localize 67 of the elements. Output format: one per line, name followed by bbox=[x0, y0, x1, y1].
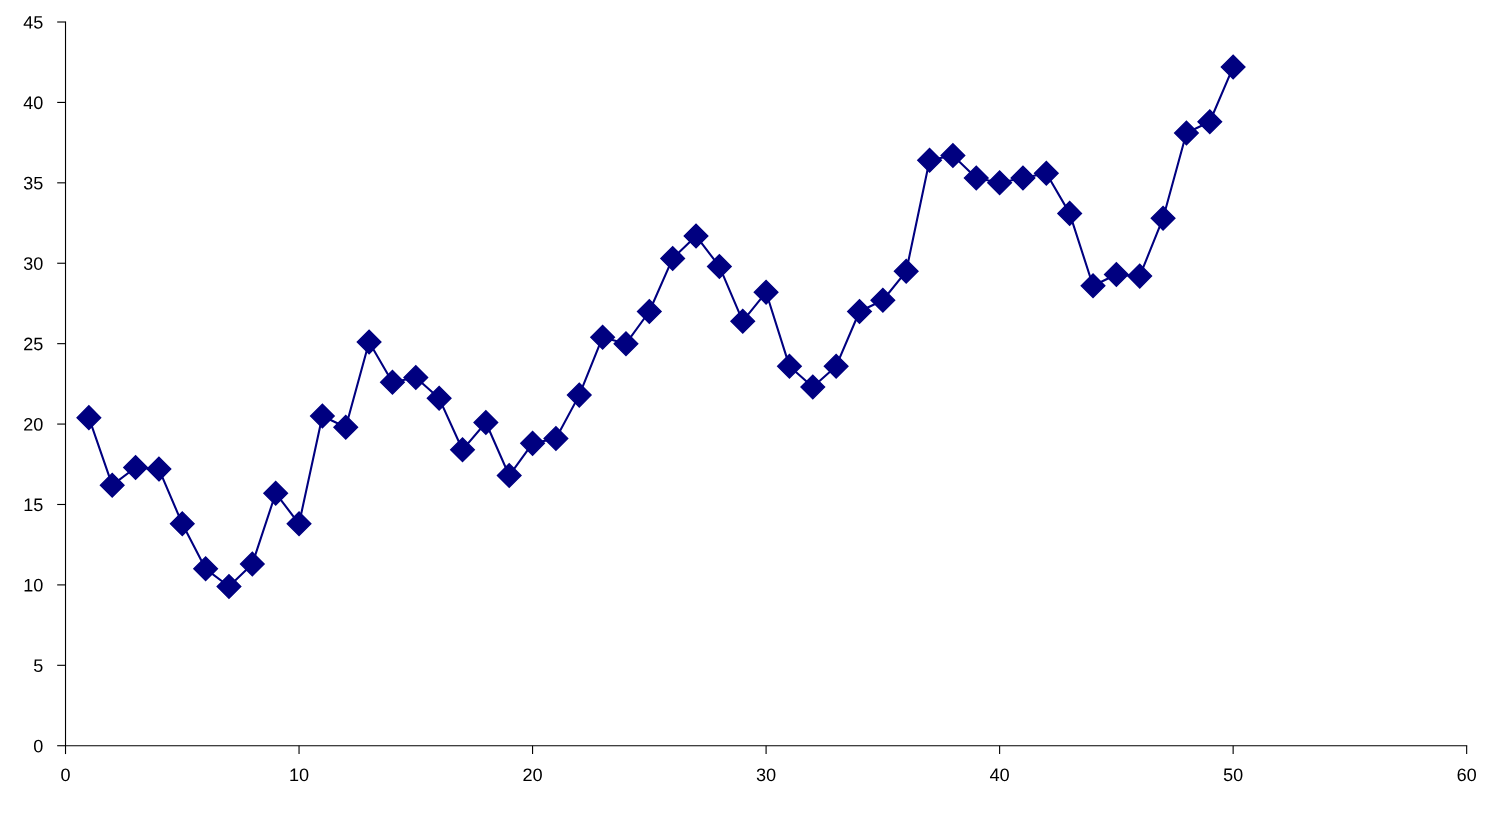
y-tick-label: 30 bbox=[23, 257, 43, 270]
point bbox=[706, 253, 732, 279]
point bbox=[169, 511, 195, 537]
point bbox=[216, 574, 242, 599]
point bbox=[1220, 54, 1246, 80]
point bbox=[963, 165, 989, 191]
point bbox=[426, 385, 452, 411]
point bbox=[496, 463, 522, 489]
point bbox=[753, 279, 779, 305]
point bbox=[123, 455, 149, 480]
point bbox=[683, 223, 709, 249]
point bbox=[1173, 120, 1199, 146]
point bbox=[893, 258, 919, 284]
point bbox=[800, 374, 826, 400]
point bbox=[1103, 262, 1129, 287]
x-tick-label: 10 bbox=[290, 768, 309, 782]
point bbox=[1057, 200, 1083, 226]
x-tick-label: 0 bbox=[61, 768, 70, 782]
y-tick-label: 5 bbox=[33, 659, 43, 673]
point bbox=[146, 456, 172, 482]
point bbox=[379, 369, 405, 395]
point bbox=[286, 511, 312, 537]
point bbox=[473, 409, 499, 435]
point bbox=[823, 353, 849, 379]
point bbox=[847, 299, 872, 324]
point bbox=[566, 382, 592, 408]
point bbox=[1150, 205, 1176, 231]
point bbox=[543, 426, 569, 452]
point bbox=[333, 414, 359, 440]
point bbox=[940, 143, 966, 168]
point bbox=[403, 364, 429, 390]
point bbox=[660, 245, 686, 271]
point bbox=[1197, 109, 1223, 135]
y-tick-label: 25 bbox=[24, 337, 43, 351]
x-tick-label: 30 bbox=[756, 768, 776, 782]
point bbox=[613, 331, 639, 357]
point bbox=[1033, 160, 1059, 186]
point bbox=[239, 551, 265, 577]
point bbox=[636, 299, 662, 324]
point bbox=[987, 170, 1013, 196]
point bbox=[590, 324, 616, 350]
y-tick-label: 40 bbox=[23, 96, 43, 110]
point bbox=[870, 287, 896, 313]
point bbox=[1127, 263, 1153, 289]
point bbox=[356, 329, 382, 355]
point bbox=[730, 308, 756, 334]
y-tick-label: 35 bbox=[23, 176, 43, 190]
point bbox=[99, 472, 125, 498]
x-tick-label: 50 bbox=[1223, 768, 1243, 782]
y-tick-label: 20 bbox=[24, 418, 43, 431]
x-tick-label: 40 bbox=[989, 768, 1009, 782]
x-tick-label: 20 bbox=[523, 768, 542, 782]
y-tick-label: 10 bbox=[24, 578, 43, 592]
point bbox=[193, 556, 219, 582]
point bbox=[520, 430, 546, 456]
y-tick-label: 15 bbox=[24, 498, 43, 512]
point bbox=[450, 437, 475, 463]
point bbox=[1010, 165, 1036, 191]
x-tick-label: 60 bbox=[1457, 768, 1476, 782]
point bbox=[309, 403, 335, 429]
point bbox=[263, 480, 289, 506]
y-tick-label: 0 bbox=[33, 739, 43, 753]
point bbox=[917, 147, 943, 173]
point bbox=[776, 353, 802, 379]
point bbox=[76, 405, 102, 431]
point bbox=[1080, 273, 1106, 299]
y-tick-label: 45 bbox=[23, 16, 43, 29]
